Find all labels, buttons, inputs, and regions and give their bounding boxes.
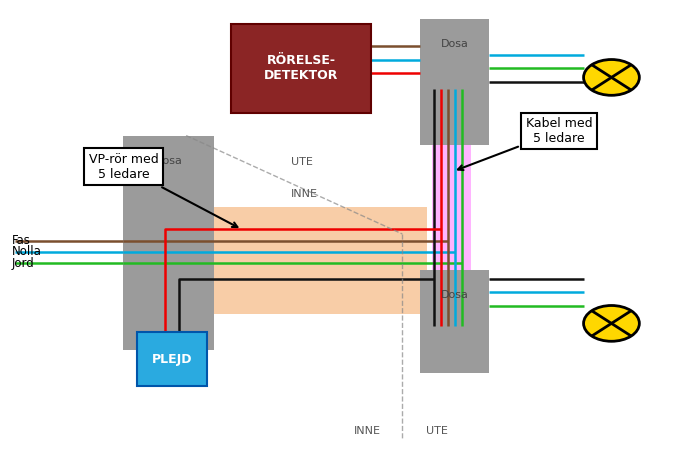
Text: Jord: Jord <box>12 256 34 270</box>
Bar <box>420 270 489 373</box>
Bar <box>137 333 207 386</box>
Bar <box>433 82 470 328</box>
Text: Dosa: Dosa <box>440 40 468 50</box>
Text: UTE: UTE <box>290 158 313 167</box>
Text: Dosa: Dosa <box>440 290 468 300</box>
Text: INNE: INNE <box>290 189 318 199</box>
Bar <box>232 24 371 113</box>
Circle shape <box>584 306 639 341</box>
Text: PLEJD: PLEJD <box>152 353 193 366</box>
Text: Fas: Fas <box>12 234 31 247</box>
Text: Dosa: Dosa <box>155 156 183 166</box>
Text: UTE: UTE <box>426 426 448 436</box>
Bar <box>123 135 214 350</box>
Circle shape <box>584 59 639 95</box>
Text: Kabel med
5 ledare: Kabel med 5 ledare <box>458 117 592 170</box>
Text: VP-rör med
5 ledare: VP-rör med 5 ledare <box>88 153 237 227</box>
Bar <box>420 19 489 144</box>
Text: INNE: INNE <box>354 426 381 436</box>
Text: Nolla: Nolla <box>12 245 42 258</box>
Text: RÖRELSE-
DETEKTOR: RÖRELSE- DETEKTOR <box>264 54 338 82</box>
Bar <box>197 207 427 315</box>
